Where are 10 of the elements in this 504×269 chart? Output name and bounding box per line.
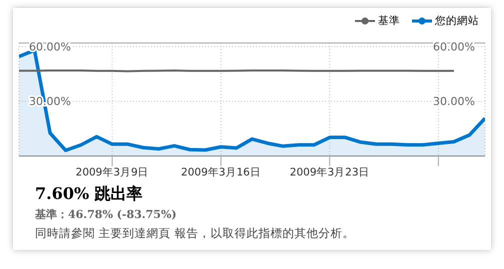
text: 7.60% 跳出率 <box>35 184 144 205</box>
legend-label: 您的網站 <box>434 14 479 28</box>
x-tick-label: 2009年3月16日 <box>181 166 261 178</box>
x-tick-label: 2009年3月23日 <box>290 166 370 178</box>
text: 同時請參閱 主要到達網頁 報告，以取得此指標的其他分析。 <box>35 226 356 241</box>
x-tick-label: 2009年3月9日 <box>76 166 149 178</box>
y2-tick-label: 60.00% <box>433 40 475 54</box>
legend-label: 基準 <box>377 14 400 28</box>
text: 基準：46.78% (-83.75%) <box>35 207 178 222</box>
y2-tick-label: 30.00% <box>433 95 475 108</box>
